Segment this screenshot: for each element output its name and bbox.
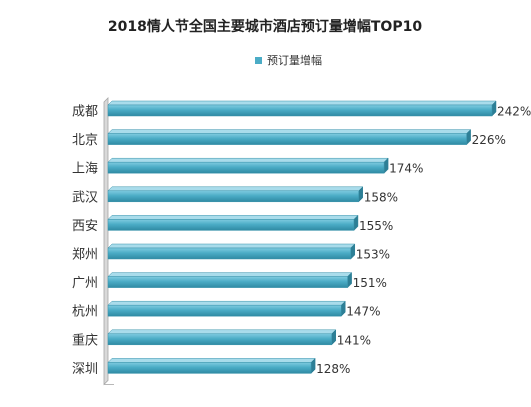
bar-top-face <box>107 186 364 192</box>
category-label: 重庆 <box>72 332 98 348</box>
bar-6 <box>107 243 356 260</box>
legend-label: 预订量增幅 <box>267 53 322 67</box>
bar-3 <box>107 157 389 174</box>
value-labels: 242% 226% 174% 158% 155% 153% 151% 147% 141% 128% <box>316 105 531 376</box>
bar-2 <box>107 128 472 146</box>
bar-5 <box>107 214 359 232</box>
axis-wall <box>103 97 114 386</box>
value-label: 226% <box>472 133 506 147</box>
bar-front-face <box>107 133 467 145</box>
value-label: 174% <box>389 162 423 176</box>
bar-top-face <box>107 300 346 306</box>
category-label: 西安 <box>72 219 98 234</box>
bar-front-face <box>107 247 352 260</box>
category-label: 北京 <box>72 133 98 148</box>
value-label: 155% <box>359 219 393 233</box>
category-label: 成都 <box>72 105 98 120</box>
bar-8 <box>107 300 346 317</box>
value-label: 128% <box>316 362 350 376</box>
bar-10 <box>107 357 316 375</box>
category-label: 杭州 <box>72 305 98 320</box>
bar-9 <box>107 329 337 346</box>
bar-front-face <box>107 276 348 288</box>
bar-front-face <box>107 161 385 174</box>
bar-4 <box>107 186 364 203</box>
bar-top-face <box>107 243 356 249</box>
value-label: 141% <box>337 333 371 347</box>
bar-top-face <box>107 272 353 277</box>
bars <box>107 100 497 375</box>
value-label: 147% <box>346 305 380 319</box>
bar-top-face <box>107 100 497 106</box>
chart-title: 2018情人节全国主要城市酒店预订量增幅TOP10 <box>108 18 422 35</box>
bar-front-face <box>107 190 359 203</box>
legend-swatch <box>255 57 262 64</box>
bar-top-face <box>107 329 337 335</box>
value-label: 153% <box>356 248 390 262</box>
category-label: 武汉 <box>72 190 98 205</box>
category-label: 上海 <box>72 162 98 177</box>
bar-front-face <box>107 304 342 317</box>
value-label: 242% <box>497 105 531 119</box>
value-label: 158% <box>364 190 398 204</box>
legend: 预订量增幅 <box>255 53 322 67</box>
bar-top-face <box>107 358 316 363</box>
bar-top-face <box>107 157 389 163</box>
bar-7 <box>107 271 353 289</box>
value-label: 151% <box>353 276 387 290</box>
axis-wall-face <box>103 97 109 386</box>
bar-top-face <box>107 129 472 134</box>
category-label: 郑州 <box>72 248 98 263</box>
bar-front-face <box>107 219 355 231</box>
category-label: 广州 <box>72 276 98 291</box>
bar-front-face <box>107 333 332 346</box>
category-label: 深圳 <box>72 362 98 377</box>
bar-front-face <box>107 362 312 374</box>
bar-1 <box>107 100 497 117</box>
bar-top-face <box>107 215 359 220</box>
bar-front-face <box>107 104 493 117</box>
